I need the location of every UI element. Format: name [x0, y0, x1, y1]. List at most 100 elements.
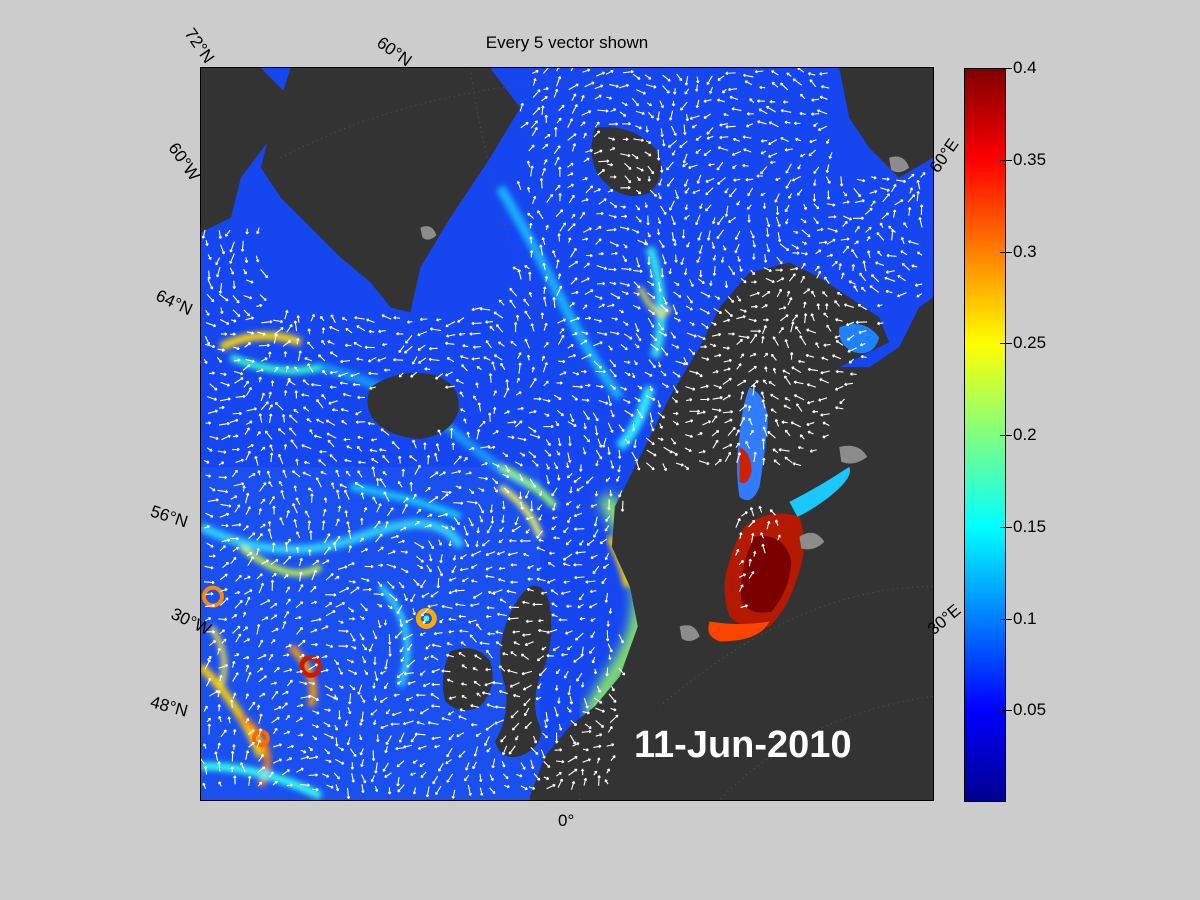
current-vector	[661, 254, 667, 265]
current-vector	[209, 371, 215, 375]
current-vector	[260, 357, 268, 362]
current-vector	[850, 372, 857, 376]
current-vector	[595, 225, 602, 231]
current-vector	[851, 264, 856, 271]
current-vector	[661, 382, 669, 388]
current-vector	[382, 471, 388, 476]
current-vector	[552, 646, 560, 651]
current-vector	[470, 704, 479, 708]
current-vector	[780, 82, 789, 91]
colorbar-tick	[1006, 68, 1012, 69]
current-vector	[472, 395, 478, 401]
current-vector	[864, 207, 873, 215]
current-vector	[423, 442, 427, 450]
current-vector	[571, 213, 576, 219]
current-vector	[618, 424, 625, 433]
current-vector	[344, 343, 352, 348]
current-vector	[561, 653, 568, 657]
current-vector	[825, 176, 831, 184]
current-vector	[416, 556, 424, 563]
current-vector	[247, 556, 254, 567]
current-vector	[766, 217, 771, 228]
current-vector	[458, 652, 466, 658]
current-vector	[786, 72, 792, 77]
current-vector	[845, 321, 855, 327]
current-vector	[216, 356, 222, 363]
current-vector	[685, 305, 693, 311]
current-vector	[865, 226, 872, 233]
current-vector	[815, 342, 820, 349]
current-vector	[593, 516, 598, 527]
current-vector	[321, 625, 329, 630]
current-vector	[502, 473, 510, 479]
current-vector	[605, 667, 609, 677]
current-vector	[528, 786, 536, 790]
current-vector	[583, 157, 590, 163]
current-vector	[355, 410, 362, 416]
current-vector	[918, 216, 923, 228]
current-vector	[552, 502, 556, 511]
current-vector	[900, 250, 908, 256]
current-vector	[371, 466, 376, 477]
current-vector	[606, 96, 613, 100]
current-vector	[571, 394, 578, 401]
current-vector	[784, 120, 791, 125]
current-vector	[392, 358, 404, 362]
current-vector	[609, 368, 617, 378]
current-vector	[388, 645, 392, 657]
current-vector	[877, 321, 884, 326]
current-vector	[246, 331, 255, 335]
current-vector	[412, 759, 418, 764]
current-vector	[463, 456, 468, 462]
colorbar-tick	[1006, 343, 1012, 344]
current-vector	[784, 339, 790, 349]
current-vector	[748, 417, 753, 426]
current-vector	[230, 556, 237, 565]
current-vector	[633, 360, 638, 366]
current-vector	[426, 454, 431, 465]
current-vector	[258, 582, 264, 594]
current-vector	[696, 256, 701, 264]
current-vector	[644, 202, 648, 208]
current-vector	[207, 254, 212, 260]
current-vector	[605, 477, 611, 482]
current-vector	[515, 314, 520, 321]
current-vector	[565, 500, 572, 506]
current-vector	[205, 474, 212, 478]
current-vector	[538, 514, 543, 521]
current-vector	[373, 695, 378, 702]
current-vector	[645, 395, 656, 401]
current-vector	[338, 620, 344, 624]
current-vector	[320, 668, 329, 673]
current-vector	[826, 190, 831, 200]
current-vector	[854, 225, 860, 233]
current-vector	[319, 315, 325, 322]
current-vector	[361, 577, 370, 582]
current-vector	[485, 649, 493, 659]
current-vector	[254, 455, 259, 466]
current-vector	[793, 230, 799, 234]
current-vector	[329, 370, 338, 375]
current-vector	[409, 481, 413, 492]
current-vector	[373, 592, 384, 597]
current-vector	[304, 357, 312, 362]
current-vector	[590, 617, 596, 622]
current-vector	[232, 447, 240, 452]
current-vector	[455, 379, 464, 385]
current-vector	[396, 331, 404, 336]
current-vector	[206, 447, 213, 452]
current-vector	[581, 198, 589, 202]
current-vector	[532, 89, 541, 98]
current-vector	[479, 641, 490, 645]
current-vector	[417, 344, 426, 351]
current-vector	[727, 296, 735, 303]
current-vector	[348, 580, 356, 584]
current-vector	[221, 638, 227, 644]
current-vector	[284, 310, 289, 320]
current-vector	[387, 550, 396, 555]
current-vector	[761, 304, 768, 309]
current-vector	[343, 437, 351, 442]
current-vector	[569, 486, 573, 494]
current-vector	[438, 471, 446, 477]
current-vector	[338, 587, 350, 594]
